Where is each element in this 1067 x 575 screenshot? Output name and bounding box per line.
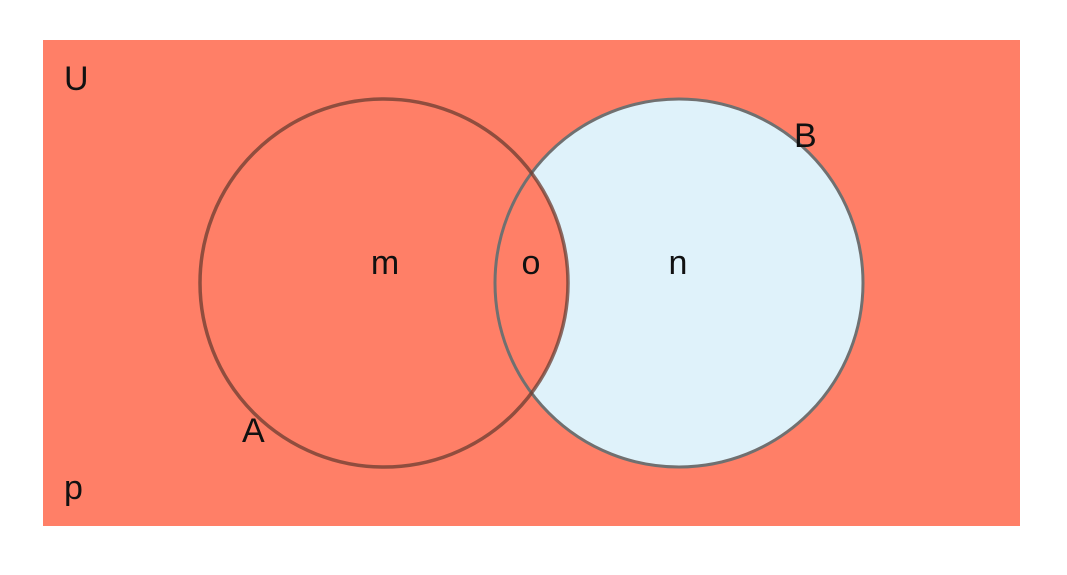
set-b-region (495, 99, 863, 467)
intersection-region-label: o (522, 244, 541, 282)
set-a-circle (198, 97, 570, 469)
set-a-label: A (242, 412, 265, 450)
set-a-region-label: m (371, 244, 399, 282)
set-b-circle (493, 97, 865, 469)
set-b-label: B (794, 117, 817, 155)
universe-label: U (64, 60, 89, 98)
set-b-region-label: n (669, 244, 688, 282)
universe-region-label: p (64, 469, 83, 507)
